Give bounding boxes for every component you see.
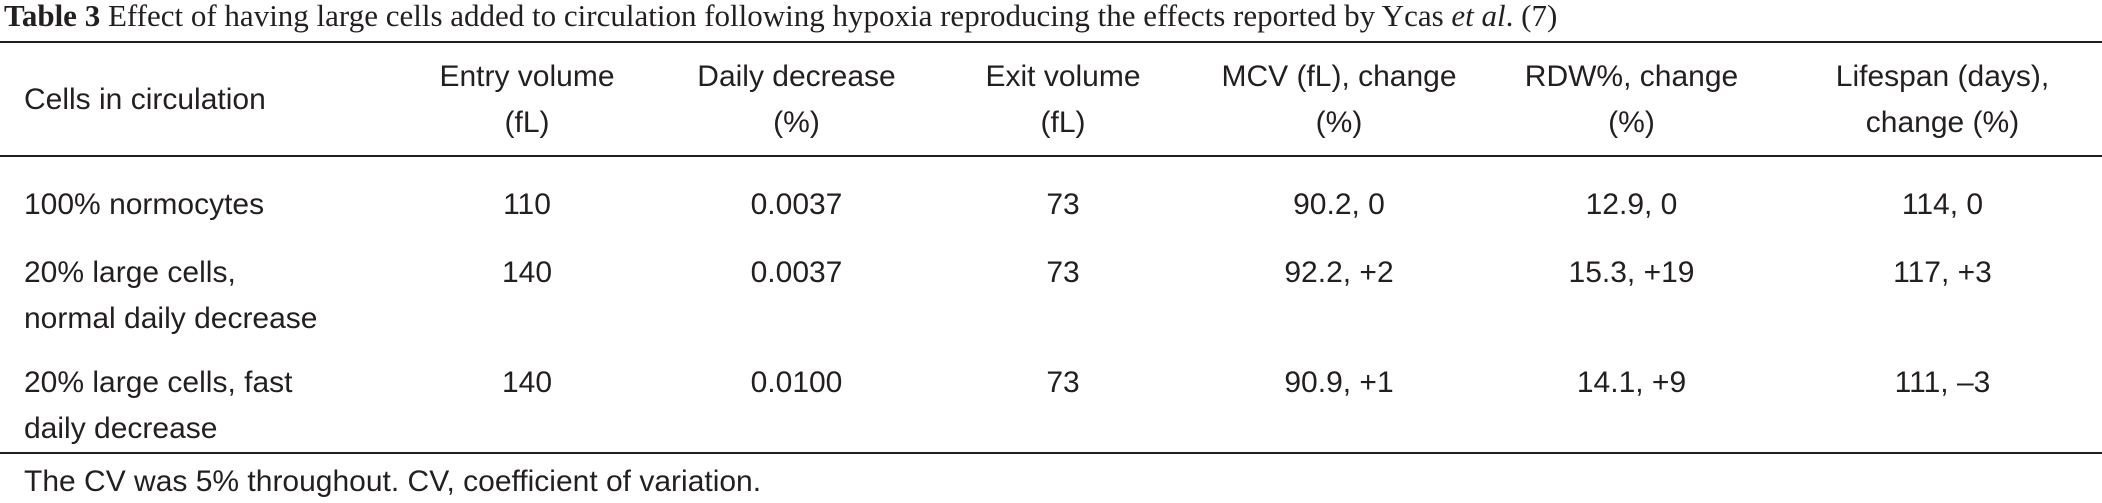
data-table: Cells in circulation Entry volume (fL) D… [0, 43, 2102, 462]
cell-mcv: 90.2, 0 [1293, 188, 1385, 221]
table-label: Table 3 [4, 0, 101, 33]
cell-cells-in-circulation: 20% large cells, fast daily decrease [24, 366, 293, 445]
header-rdw: RDW%, change (%) [1524, 59, 1739, 139]
cell-mcv: 90.9, +1 [1284, 366, 1394, 399]
cell-cells-in-circulation: 20% large cells, normal daily decrease [24, 256, 318, 335]
caption-ref: . (7) [1505, 0, 1558, 33]
cell-exit-volume: 73 [1046, 366, 1080, 399]
cell-daily-decrease: 0.0100 [750, 366, 843, 399]
cell-lifespan: 117, +3 [1893, 256, 1992, 289]
cell-mcv: 92.2, +2 [1284, 256, 1394, 289]
table-footnote: The CV was 5% throughout. CV, coefficien… [24, 465, 762, 498]
cell-daily-decrease: 0.0037 [750, 256, 843, 289]
cell-rdw: 15.3, +19 [1568, 256, 1695, 289]
header-daily-decrease: Daily decrease (%) [697, 59, 896, 139]
header-lifespan: Lifespan (days), change (%) [1835, 59, 2050, 139]
cell-lifespan: 114, 0 [1901, 188, 1984, 221]
cell-cells-in-circulation: 100% normocytes [24, 188, 265, 221]
header-cells-in-circulation: Cells in circulation [24, 82, 266, 116]
header-rule [0, 155, 2102, 157]
cell-daily-decrease: 0.0037 [750, 188, 843, 221]
cell-rdw: 12.9, 0 [1585, 188, 1678, 221]
cell-exit-volume: 73 [1046, 256, 1080, 289]
header-exit-volume: Exit volume (fL) [985, 59, 1141, 139]
table-row: 20% large cells, fast daily decrease 140… [0, 358, 2102, 462]
header-row: Cells in circulation Entry volume (fL) D… [0, 43, 2102, 156]
cell-entry-volume: 140 [501, 366, 553, 399]
table-row: 20% large cells, normal daily decrease 1… [0, 242, 2102, 358]
header-mcv: MCV (fL), change (%) [1221, 59, 1457, 139]
cell-lifespan: 111, –3 [1894, 366, 1991, 399]
cell-rdw: 14.1, +9 [1576, 366, 1687, 399]
top-rule [0, 41, 2102, 43]
header-entry-volume: Entry volume (fL) [439, 59, 615, 139]
caption-etal: et al [1451, 0, 1506, 33]
caption-text: Effect of having large cells added to ci… [107, 0, 1444, 33]
table-caption: Table 3 Effect of having large cells add… [4, 0, 1557, 40]
cell-exit-volume: 73 [1046, 188, 1080, 221]
table-row: 100% normocytes 110 0.0037 73 90.2, 0 12… [0, 156, 2102, 242]
bottom-rule [0, 452, 2102, 454]
cell-entry-volume: 140 [501, 256, 553, 289]
cell-entry-volume: 110 [503, 188, 551, 221]
